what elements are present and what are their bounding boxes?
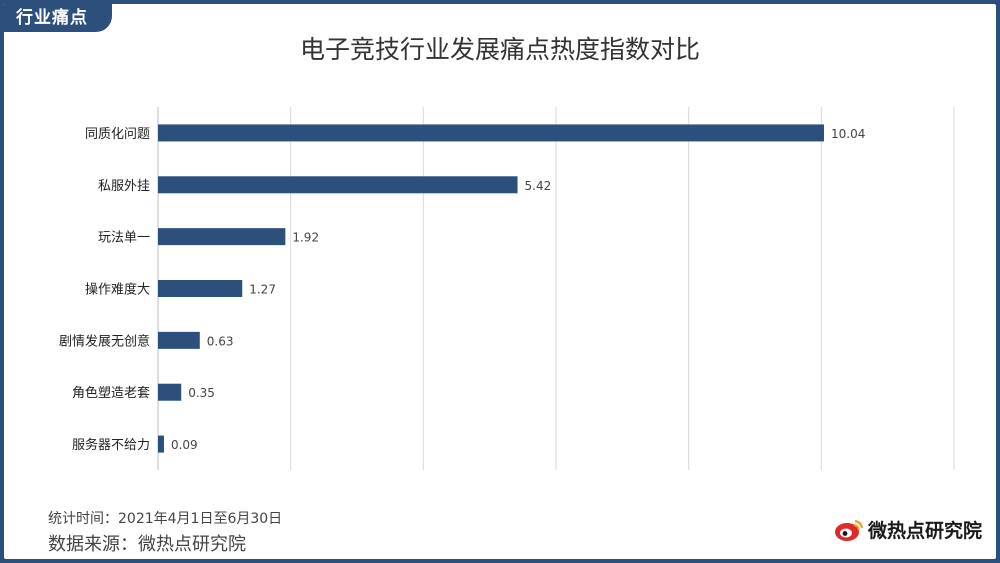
value-label: 1.92 — [292, 231, 319, 245]
category-label: 服务器不给力 — [72, 437, 150, 453]
section-tag: 行业痛点 — [4, 4, 112, 32]
bar — [158, 331, 200, 349]
bar-chart: 同质化问题 10.04 私服外挂 5.42 玩法单一 1.92 操作难度大 1.27 剧情发展无… — [59, 107, 955, 470]
weibo-eye-icon — [834, 519, 864, 541]
category-label: 操作难度大 — [85, 282, 150, 298]
category-label: 私服外挂 — [98, 179, 150, 194]
value-label: 1.27 — [249, 283, 276, 297]
brand-logo: 微热点研究院 — [834, 516, 982, 543]
category-label: 角色塑造老套 — [72, 385, 150, 401]
bar — [158, 435, 164, 453]
bar — [158, 176, 518, 194]
chart-frame: 行业痛点 电子竞技行业发展痛点热度指数对比 同质化问题 10.04 私服外挂 5.42… — [4, 4, 996, 559]
value-label: 10.04 — [831, 127, 865, 141]
bar — [158, 124, 824, 142]
statistics-period: 统计时间：2021年4月1日至6月30日 — [48, 511, 283, 527]
category-label: 同质化问题 — [85, 127, 150, 142]
value-label: 0.63 — [207, 334, 234, 348]
data-source: 数据来源：微热点研究院 — [48, 534, 246, 555]
bar — [158, 280, 243, 297]
bar — [158, 383, 182, 401]
bar — [158, 228, 286, 246]
value-label: 0.09 — [171, 438, 198, 452]
brand-name: 微热点研究院 — [867, 520, 982, 542]
category-label: 剧情发展无创意 — [59, 333, 150, 349]
value-label: 0.35 — [188, 386, 215, 400]
category-label: 玩法单一 — [98, 231, 150, 246]
value-label: 5.42 — [525, 179, 552, 193]
chart-title: 电子竞技行业发展痛点热度指数对比 — [299, 35, 700, 64]
